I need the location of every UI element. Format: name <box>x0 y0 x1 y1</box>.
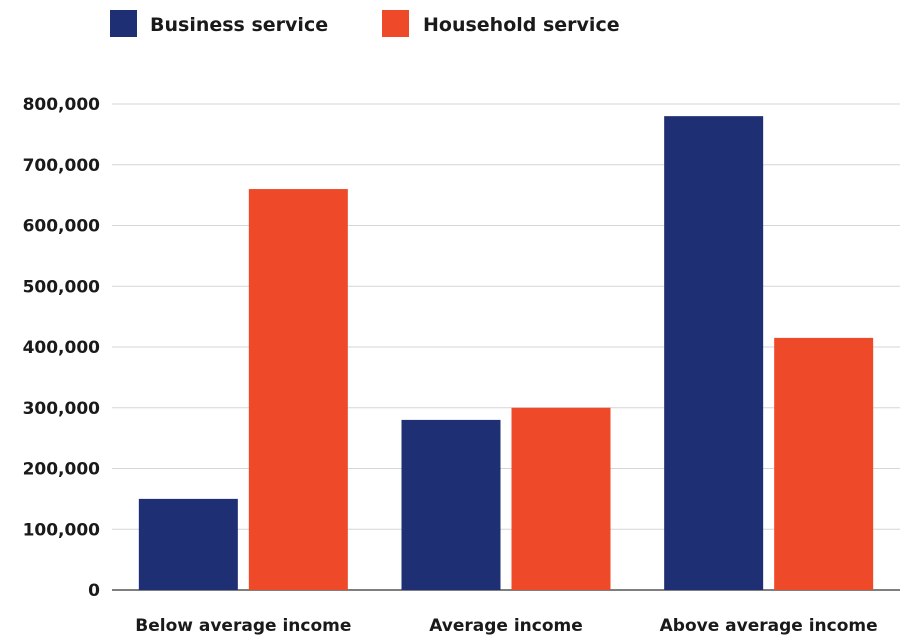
bars <box>138 116 874 591</box>
bar-business <box>401 419 501 590</box>
x-category-label: Average income <box>429 616 583 636</box>
x-axis-categories: Below average income Average income Above … <box>135 616 877 636</box>
gridlines <box>112 103 900 591</box>
y-tick-label: 0 <box>88 581 100 601</box>
bar-business <box>664 116 764 591</box>
y-tick-label: 100,000 <box>23 520 101 540</box>
legend-swatch-household <box>382 10 409 37</box>
bar-household <box>248 189 348 591</box>
legend-label-business: Business service <box>150 14 328 36</box>
y-tick-label: 200,000 <box>23 460 101 480</box>
legend-swatch-business <box>110 10 137 37</box>
y-tick-label: 300,000 <box>23 399 101 419</box>
legend-label-household: Household service <box>423 14 620 36</box>
bar-household <box>774 337 874 590</box>
y-tick-label: 600,000 <box>23 217 101 237</box>
y-tick-label: 700,000 <box>23 156 101 176</box>
y-tick-label: 400,000 <box>23 338 101 358</box>
x-category-label: Above average income <box>660 616 878 636</box>
y-tick-label: 500,000 <box>23 277 101 297</box>
legend: Business service Household service <box>110 10 620 37</box>
x-category-label: Below average income <box>135 616 351 636</box>
bar-household <box>511 407 611 590</box>
y-axis-ticks: 0 100,000 200,000 300,000 400,000 500,000 600,… <box>23 95 101 601</box>
bar-business <box>138 498 238 590</box>
y-tick-label: 800,000 <box>23 95 101 115</box>
